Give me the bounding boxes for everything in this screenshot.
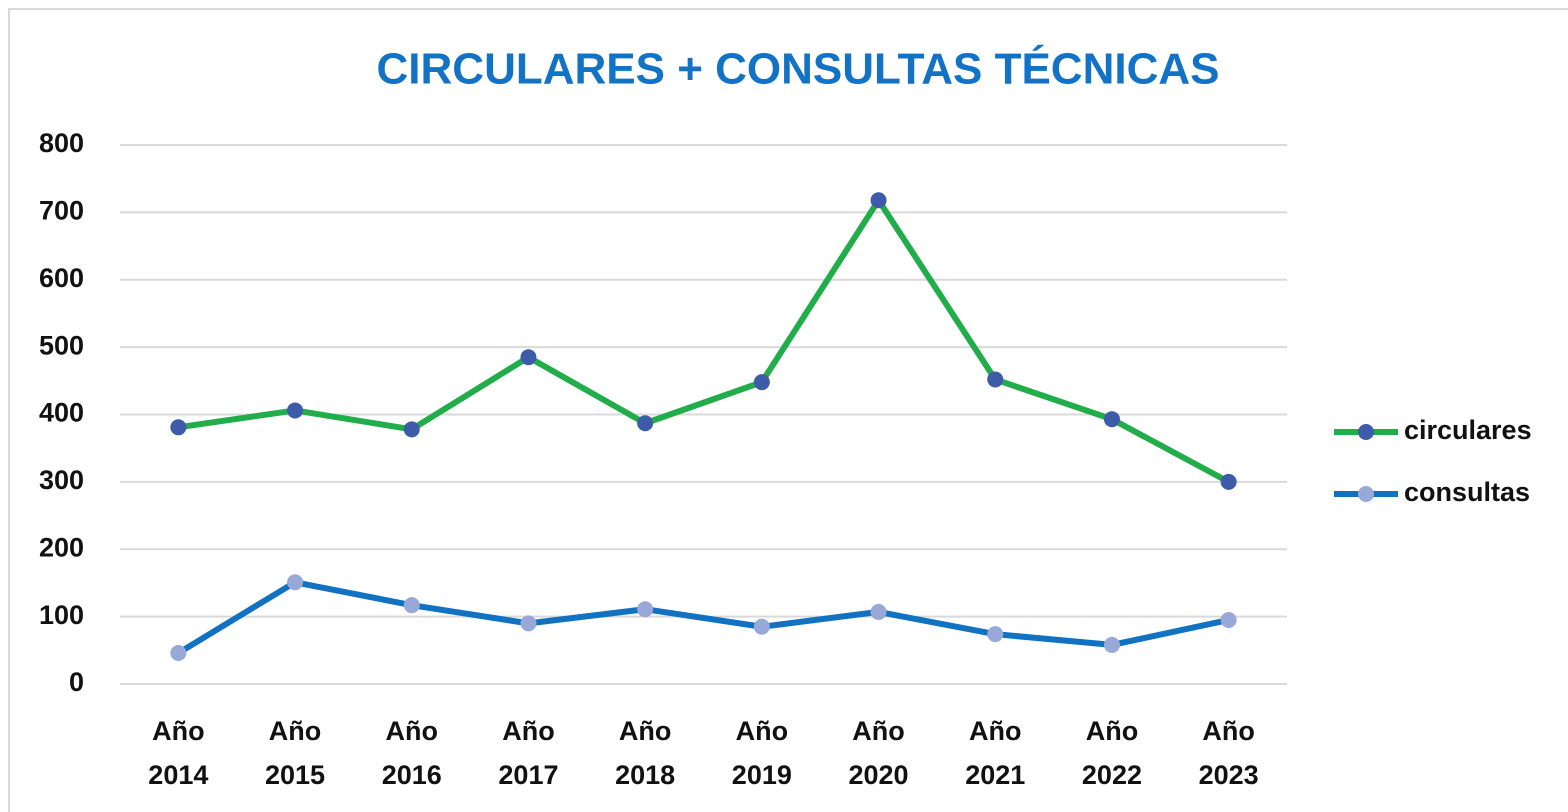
data-point [637,415,654,432]
data-point [170,645,187,662]
y-tick-label: 800 [39,128,84,158]
legend-marker [1358,424,1374,440]
x-tick-label: Año 2019 [732,716,792,790]
data-point [1103,636,1120,653]
y-tick-label: 200 [39,532,84,562]
y-tick-label: 500 [39,330,84,360]
y-tick-label: 100 [39,600,84,630]
chart-title: CIRCULARES + CONSULTAS TÉCNICAS [377,44,1220,94]
y-tick-label: 0 [69,667,84,697]
chart-frame [8,8,1568,812]
data-point [403,597,420,614]
series-line [176,579,1230,656]
data-point [287,402,304,419]
y-tick-label: 400 [39,398,84,428]
data-point [170,419,187,436]
data-point [870,603,887,620]
x-tick-label: Año 2017 [498,716,558,790]
x-tick-label: Año 2021 [965,716,1025,790]
x-tick-label: Año 2015 [265,716,325,790]
x-tick-label: Año 2016 [382,716,442,790]
data-point [520,349,537,366]
series-line [177,197,1231,485]
data-point [987,626,1004,643]
data-point [870,192,887,209]
data-point [403,421,420,438]
data-point [520,615,537,632]
y-tick-label: 700 [39,196,84,226]
legend-marker [1358,486,1374,502]
data-point [1103,411,1120,428]
data-point [753,374,770,391]
data-point [1220,473,1237,490]
x-tick-label: Año 2018 [615,716,675,790]
legend-label: consultas [1404,477,1530,507]
legend-label: circulares [1404,415,1532,445]
x-tick-label: Año 2023 [1199,716,1259,790]
data-point [287,574,304,591]
x-tick-label: Año 2022 [1082,716,1142,790]
data-point [1220,611,1237,628]
data-point [987,371,1004,388]
y-tick-label: 600 [39,263,84,293]
x-tick-label: Año 2014 [148,716,208,790]
data-point [753,618,770,635]
data-point [637,601,654,618]
x-tick-label: Año 2020 [849,716,909,790]
y-tick-label: 300 [39,465,84,495]
